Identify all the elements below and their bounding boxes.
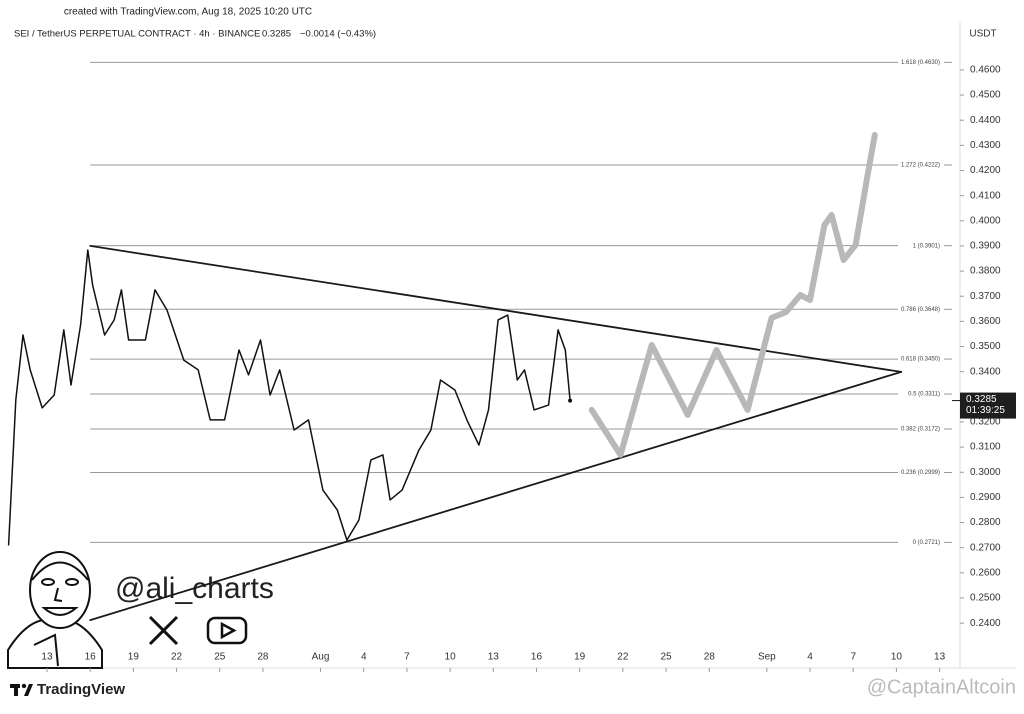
trendline <box>89 371 903 621</box>
y-tick-label: 0.3900 <box>970 241 1001 252</box>
site-watermark: @CaptainAltcoin <box>867 676 1016 698</box>
price-box-countdown: 01:39:25 <box>966 405 1005 416</box>
x-icon <box>148 615 179 646</box>
y-tick-label: 0.4100 <box>970 190 1001 201</box>
brand: TradingView <box>37 681 125 698</box>
x-tick-label: Sep <box>758 652 776 663</box>
y-tick-label: 0.4300 <box>970 140 1001 151</box>
fib-label: 0.382 (0.3172) <box>901 427 940 433</box>
x-tick-label: 13 <box>41 652 53 663</box>
fib-label: 0.786 (0.3648) <box>901 307 940 313</box>
fib-label: 1.618 (0.4630) <box>901 60 940 66</box>
y-tick-label: 0.2800 <box>970 517 1001 528</box>
x-tick-label: 25 <box>214 652 226 663</box>
x-tick-label: 16 <box>85 652 97 663</box>
fib-label: 1.272 (0.4222) <box>901 163 940 169</box>
y-tick-label: 0.3700 <box>970 291 1001 302</box>
y-tick-label: 0.4200 <box>970 165 1001 176</box>
x-tick-label: 16 <box>531 652 543 663</box>
x-tick-label: 10 <box>445 652 457 663</box>
y-tick-label: 0.3000 <box>970 467 1001 478</box>
x-tick-label: 19 <box>574 652 586 663</box>
x-tick-label: 13 <box>934 652 946 663</box>
x-tick-label: 28 <box>704 652 716 663</box>
x-tick-label: 4 <box>807 652 813 663</box>
y-unit: USDT <box>969 29 996 40</box>
y-tick-label: 0.2900 <box>970 492 1001 503</box>
price-box-label: 0.3285 <box>966 394 997 405</box>
y-tick-label: 0.4000 <box>970 215 1001 226</box>
symbol: SEI / TetherUS PERPETUAL CONTRACT · 4h ·… <box>14 29 260 40</box>
fib-label: 0 (0.2721) <box>913 540 940 546</box>
fib-label: 1 (0.3901) <box>913 243 940 249</box>
x-tick-label: 13 <box>488 652 500 663</box>
y-tick-label: 0.3800 <box>970 266 1001 277</box>
fib-label: 0.236 (0.2999) <box>901 470 940 476</box>
y-tick-label: 0.3500 <box>970 341 1001 352</box>
y-tick-label: 0.3600 <box>970 316 1001 327</box>
y-tick-label: 0.2700 <box>970 542 1001 553</box>
x-tick-label: 22 <box>171 652 183 663</box>
x-tick-label: 4 <box>361 652 367 663</box>
brand-logo <box>10 683 33 696</box>
x-tick-label: 7 <box>850 652 856 663</box>
header-change: −0.0014 (−0.43%) <box>300 29 376 40</box>
x-tick-label: 19 <box>128 652 140 663</box>
x-tick-label: Aug <box>312 652 330 663</box>
avatar <box>7 551 103 669</box>
y-tick-label: 0.2500 <box>970 593 1001 604</box>
price-line <box>7 249 571 546</box>
y-tick-label: 0.3100 <box>970 442 1001 453</box>
fib-label: 0.618 (0.3450) <box>901 357 940 363</box>
fib-label: 0.5 (0.3311) <box>908 392 940 398</box>
y-tick-label: 0.4500 <box>970 90 1001 101</box>
y-tick-label: 0.4400 <box>970 115 1001 126</box>
y-tick-label: 0.2400 <box>970 618 1001 629</box>
youtube-icon <box>206 616 248 645</box>
y-tick-label: 0.3400 <box>970 366 1001 377</box>
price-box <box>960 392 1016 419</box>
y-tick-label: 0.3200 <box>970 417 1001 428</box>
x-tick-label: 22 <box>617 652 629 663</box>
x-tick-label: 25 <box>660 652 672 663</box>
y-tick-label: 0.2600 <box>970 567 1001 578</box>
last-point <box>568 398 573 403</box>
x-tick-label: 28 <box>257 652 269 663</box>
projection-path <box>588 132 878 458</box>
created-note: created with TradingView.com, Aug 18, 20… <box>64 7 312 18</box>
x-tick-label: 7 <box>404 652 410 663</box>
x-tick-label: 10 <box>891 652 903 663</box>
y-tick-label: 0.4600 <box>970 65 1001 76</box>
header-price: 0.3285 <box>262 29 291 40</box>
